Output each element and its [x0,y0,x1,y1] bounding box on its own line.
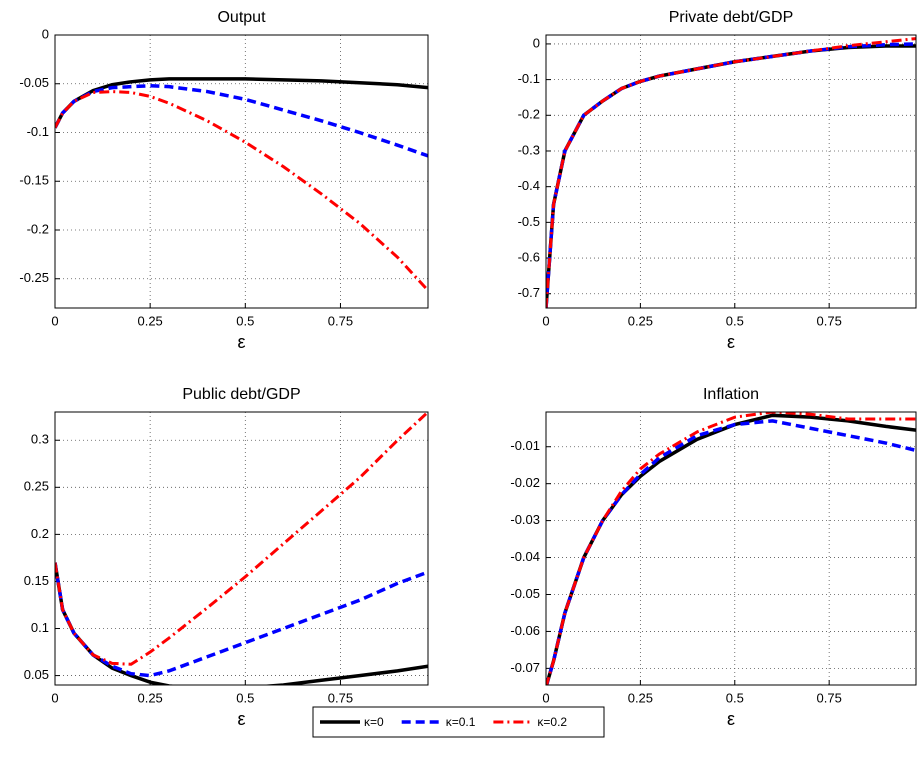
series-line [546,419,916,685]
legend-box [312,706,605,738]
x-tick-label: 0.25 [137,313,162,328]
x-axis-label: ε [237,332,245,352]
x-tick-label: 0.5 [726,313,744,328]
y-tick-label: -0.5 [518,214,540,229]
y-tick-label: -0.2 [518,107,540,122]
x-axis-label: ε [727,332,735,352]
y-tick-label: -0.15 [19,173,49,188]
x-tick-label: 0 [542,313,549,328]
x-tick-label: 0 [51,313,58,328]
x-tick-label: 0.5 [726,690,744,705]
y-tick-label: 0.1 [31,620,49,635]
x-tick-label: 0 [51,690,58,705]
series-line [546,37,916,308]
y-tick-label: 0.05 [24,667,49,682]
chart-title: Public debt/GDP [182,386,300,403]
y-tick-label: 0.15 [24,573,49,588]
y-tick-label: -0.3 [518,142,540,157]
legend-label: κ=0.1 [446,715,476,729]
y-tick-label: -0.6 [518,249,540,264]
y-tick-label: -0.05 [510,586,540,601]
chart-title: Private debt/GDP [669,9,794,26]
axes-box [545,411,917,686]
y-tick-label: -0.06 [510,623,540,638]
y-tick-label: -0.1 [518,71,540,86]
x-tick-label: 0 [542,690,549,705]
chart-title: Inflation [703,386,759,403]
y-tick-label: -0.2 [27,221,49,236]
y-tick-label: -0.4 [518,178,540,193]
series-line [55,83,428,158]
y-tick-label: -0.25 [19,270,49,285]
y-tick-label: 0.3 [31,432,49,447]
x-tick-label: 0.25 [137,690,162,705]
x-tick-label: 0.25 [628,690,653,705]
y-tick-label: -0.7 [518,285,540,300]
y-tick-label: -0.02 [510,475,540,490]
series-line [546,42,916,308]
x-axis-label: ε [727,709,735,729]
axes-box [54,34,429,309]
y-tick-label: -0.03 [510,512,540,527]
y-tick-label: -0.05 [19,75,49,90]
plot-area [55,412,428,685]
y-tick-label: -0.01 [510,438,540,453]
plot-area [546,37,916,308]
plot-area [55,77,428,292]
y-tick-label: -0.07 [510,660,540,675]
x-tick-label: 0.25 [628,313,653,328]
legend: κ=0 κ=0.1 κ=0.2 [312,706,605,738]
y-tick-label: 0.25 [24,479,49,494]
chart-title: Output [217,9,266,26]
series-line [546,413,916,685]
x-tick-label: 0.75 [817,690,842,705]
y-tick-label: 0.2 [31,526,49,541]
series-line [55,562,428,678]
x-axis-label: ε [237,709,245,729]
x-tick-label: 0.75 [328,690,353,705]
y-tick-label: 0 [533,35,540,50]
series-line [55,412,428,666]
x-tick-label: 0.75 [817,313,842,328]
plot-area [546,412,916,685]
axes-box [54,411,429,686]
y-tick-label: -0.1 [27,124,49,139]
legend-label: κ=0.2 [537,715,567,729]
legend-label: κ=0 [364,715,384,729]
axes-box [545,34,917,309]
series-line [55,90,428,292]
x-tick-label: 0.5 [236,690,254,705]
x-tick-label: 0.75 [328,313,353,328]
series-line [546,44,916,308]
series-line [546,412,916,685]
y-tick-label: -0.04 [510,549,540,564]
y-tick-label: 0 [42,26,49,41]
x-tick-label: 0.5 [236,313,254,328]
